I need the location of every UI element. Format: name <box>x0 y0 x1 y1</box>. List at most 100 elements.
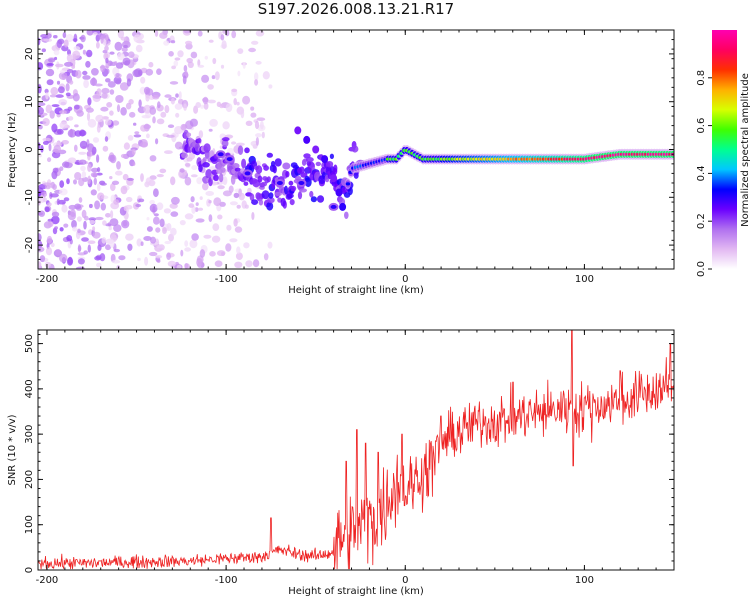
x-tick-label: -200 <box>36 274 59 285</box>
noise-blob <box>163 40 170 46</box>
spectrogram-x-ticks: -200 -100 0 100 <box>36 30 675 285</box>
noise-blob <box>96 154 100 163</box>
noise-blob <box>104 45 109 52</box>
spectral-blob <box>261 190 270 200</box>
noise-blob <box>217 185 225 190</box>
noise-blob <box>208 200 212 204</box>
noise-blob <box>58 71 68 80</box>
spectral-blob <box>299 188 307 193</box>
noise-blob <box>56 80 61 85</box>
spectral-blob <box>244 147 250 154</box>
noise-blob <box>72 50 81 59</box>
spectral-blob <box>202 157 207 163</box>
noise-blob <box>54 226 58 230</box>
noise-blob <box>156 68 162 75</box>
noise-blob <box>166 252 172 260</box>
noise-blob <box>201 74 210 83</box>
noise-blob <box>236 101 240 106</box>
noise-blob <box>120 54 125 59</box>
noise-blob <box>255 133 262 138</box>
noise-blob <box>156 118 165 125</box>
noise-blob <box>208 128 213 132</box>
noise-blob <box>100 64 105 73</box>
noise-blob <box>231 88 238 93</box>
noise-blob <box>162 227 167 234</box>
noise-blob <box>133 122 137 126</box>
noise-blob <box>156 244 164 249</box>
spectral-blob <box>294 126 302 135</box>
noise-blob <box>183 30 191 34</box>
noise-blob <box>72 93 80 102</box>
noise-blob <box>87 143 94 152</box>
noise-blob <box>220 64 225 69</box>
noise-blob <box>58 99 68 106</box>
noise-blob <box>92 137 100 143</box>
noise-blob <box>164 94 172 98</box>
noise-blob <box>88 149 92 157</box>
noise-blob <box>261 131 265 139</box>
noise-blob <box>73 179 77 185</box>
snr-x-label: Height of straight line (km) <box>288 586 424 597</box>
noise-blob <box>97 192 105 201</box>
noise-blob <box>45 247 53 256</box>
noise-blob <box>190 51 198 59</box>
noise-blob <box>156 259 161 263</box>
noise-blob <box>196 258 203 267</box>
noise-blob <box>185 40 193 46</box>
noise-blob <box>125 196 133 203</box>
noise-blob <box>96 172 103 176</box>
noise-blob <box>115 62 124 69</box>
noise-blob <box>170 211 179 217</box>
noise-blob <box>268 84 273 89</box>
noise-blob <box>237 48 244 54</box>
noise-blob <box>74 144 78 152</box>
noise-blob <box>169 81 179 85</box>
noise-blob <box>92 231 101 239</box>
noise-blob <box>214 260 223 268</box>
noise-blob <box>41 38 47 42</box>
noise-blob <box>109 110 114 116</box>
spectral-blob <box>284 185 288 195</box>
spectral-blob <box>329 153 334 159</box>
noise-blob <box>92 150 96 156</box>
noise-blob <box>100 202 107 211</box>
noise-blob <box>53 49 60 56</box>
noise-blob <box>47 202 52 207</box>
spectral-blob <box>309 190 314 198</box>
noise-blob <box>170 227 177 236</box>
noise-blob <box>38 246 45 253</box>
noise-blob <box>97 167 101 173</box>
noise-blob <box>99 253 106 262</box>
noise-blob <box>81 209 87 219</box>
noise-blob <box>191 165 198 171</box>
noise-blob <box>100 34 104 44</box>
noise-blob <box>149 155 157 162</box>
spectral-blob <box>186 132 192 138</box>
noise-blob <box>167 260 177 267</box>
noise-blob <box>66 53 73 63</box>
spectral-blob <box>234 167 241 172</box>
snr-line <box>38 330 674 570</box>
noise-blob <box>91 77 96 86</box>
noise-blob <box>245 260 253 268</box>
noise-blob <box>156 202 164 211</box>
noise-blob <box>216 101 222 108</box>
colorbar-tick-label: 0.2 <box>696 213 707 229</box>
noise-blob <box>145 68 154 76</box>
noise-blob <box>59 69 66 74</box>
noise-blob <box>155 138 159 145</box>
noise-blob <box>184 213 194 220</box>
noise-blob <box>44 185 51 190</box>
noise-blob <box>74 172 82 180</box>
spectral-blob <box>249 193 255 201</box>
spectral-blob <box>266 176 271 183</box>
noise-blob <box>216 250 226 257</box>
noise-blob <box>77 228 81 234</box>
noise-blob <box>50 181 55 189</box>
x-tick-label: 100 <box>575 575 594 586</box>
spectral-blob <box>298 166 305 174</box>
noise-blob <box>78 197 83 203</box>
noise-blob <box>76 216 82 222</box>
noise-blob <box>116 104 121 113</box>
noise-blob <box>143 124 151 130</box>
